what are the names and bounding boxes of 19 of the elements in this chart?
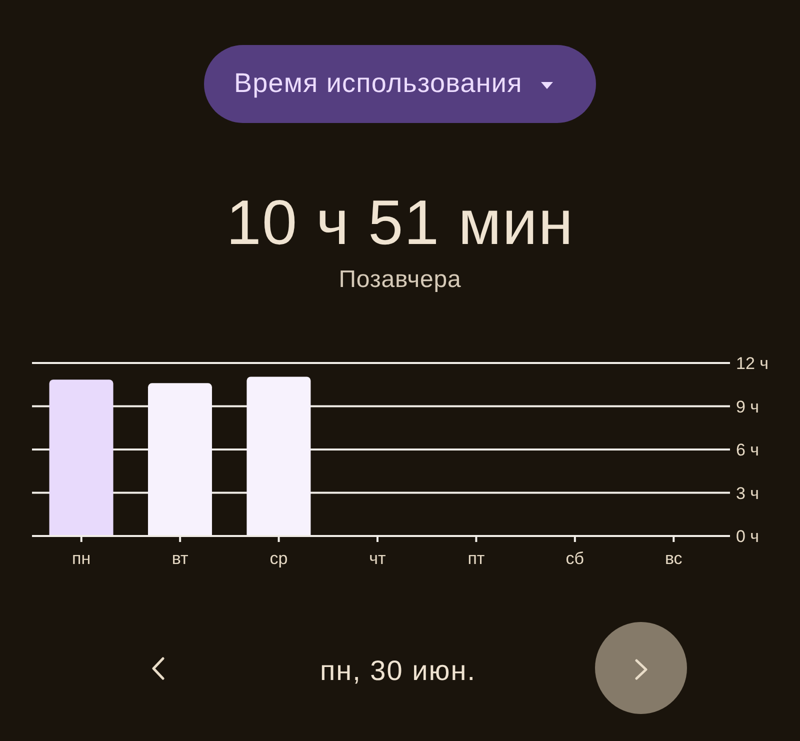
bar bbox=[148, 383, 212, 536]
y-tick-label: 9 ч bbox=[736, 397, 760, 416]
x-tick-label: вс bbox=[664, 549, 683, 568]
y-tick-label: 3 ч bbox=[736, 484, 760, 503]
bar bbox=[246, 376, 311, 536]
x-tick-label: вт bbox=[172, 549, 189, 568]
text: пн, 30 июн. bbox=[320, 655, 476, 686]
x-tick-label: пт bbox=[468, 549, 485, 568]
y-tick-label: 0 ч bbox=[736, 527, 760, 546]
x-tick-label: ср bbox=[270, 549, 288, 568]
chart-title: 10 ч 51 мин bbox=[226, 188, 574, 258]
bar bbox=[49, 380, 114, 536]
y-tick-label: 6 ч bbox=[736, 440, 760, 460]
x-tick-label: пн bbox=[72, 549, 91, 568]
x-tick-label: чт bbox=[369, 549, 386, 568]
dropdown-button: Время использования bbox=[204, 45, 596, 123]
y-tick-label: 12 ч bbox=[736, 354, 768, 374]
chart-subtitle: Позавчера bbox=[338, 266, 462, 293]
x-tick-label: сб bbox=[566, 549, 584, 568]
